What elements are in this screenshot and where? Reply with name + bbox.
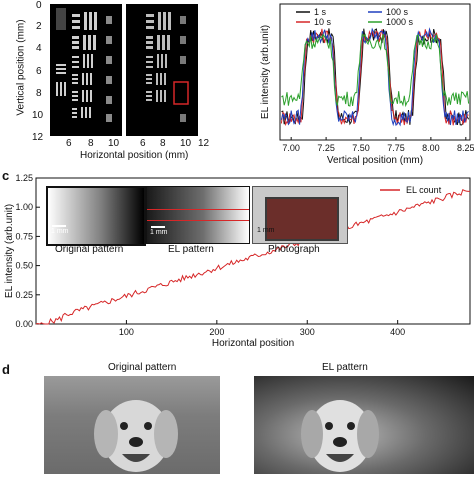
inset-scale-label: 1 mm bbox=[150, 229, 168, 236]
legend-label: EL count bbox=[406, 185, 442, 195]
panel-label-c: c bbox=[2, 168, 10, 183]
inset-photograph: 1 mm bbox=[252, 186, 348, 244]
scale-bar bbox=[52, 225, 66, 227]
inset-original-pattern: 1 mm bbox=[46, 186, 146, 246]
dog-drawing-original bbox=[94, 400, 178, 472]
series-line-10s bbox=[280, 28, 469, 127]
x-tick: 8 bbox=[88, 138, 94, 149]
x-tick-label: 200 bbox=[209, 327, 224, 337]
x-tick: 10 bbox=[180, 138, 192, 149]
el-red-line-1 bbox=[147, 209, 249, 210]
y-tick: 0 bbox=[36, 0, 42, 11]
inset-scale-label: 1 mm bbox=[51, 228, 69, 235]
selection-box bbox=[173, 81, 189, 105]
x-tick: 8 bbox=[160, 138, 166, 149]
plot-frame bbox=[279, 3, 471, 141]
resolution-target-left bbox=[56, 8, 112, 122]
y-tick-label: 0.25 bbox=[15, 290, 33, 300]
inset-el-pattern: 1 mm bbox=[146, 186, 250, 244]
x-tick-label: 7.25 bbox=[317, 143, 335, 153]
inset-original-label: Original pattern bbox=[55, 244, 124, 255]
x-axis-title: Horizontal position bbox=[212, 338, 294, 348]
x-axis-title: Vertical position (mm) bbox=[327, 155, 423, 166]
dog-drawing-el bbox=[301, 400, 379, 472]
y-tick-label: 1.25 bbox=[15, 173, 33, 183]
panel-d-el-title: EL pattern bbox=[322, 362, 368, 373]
scale-bar bbox=[151, 226, 165, 228]
el-image-left bbox=[50, 4, 122, 136]
inset-scale-label: 1 mm bbox=[257, 227, 275, 234]
top-left-yticks: 0 2 4 6 8 10 12 bbox=[32, 0, 50, 150]
y-tick: 2 bbox=[36, 21, 42, 32]
el-count-line bbox=[35, 188, 471, 325]
y-tick-label: 1.00 bbox=[15, 202, 33, 212]
x-tick-label: 8.00 bbox=[422, 143, 440, 153]
x-tick-label: 7.75 bbox=[387, 143, 405, 153]
panel-d-original-title: Original pattern bbox=[108, 362, 177, 373]
x-tick-label: 400 bbox=[390, 327, 405, 337]
x-tick: 6 bbox=[66, 138, 72, 149]
y-tick: 6 bbox=[36, 66, 42, 77]
y-tick-label: 0.00 bbox=[15, 319, 33, 329]
dog-el-image bbox=[254, 376, 474, 474]
y-tick-label: 0.75 bbox=[15, 231, 33, 241]
y-tick: 12 bbox=[32, 132, 44, 143]
inset-photo-label: Photograph bbox=[268, 244, 320, 255]
device-area bbox=[265, 197, 339, 241]
x-tick-label: 7.00 bbox=[282, 143, 300, 153]
legend-label: 10 s bbox=[314, 17, 332, 27]
dog-original-image bbox=[44, 376, 220, 474]
x-tick-label: 7.50 bbox=[352, 143, 370, 153]
y-tick: 4 bbox=[36, 43, 42, 54]
legend-label: 1000 s bbox=[386, 17, 414, 27]
plot-frame bbox=[35, 177, 471, 325]
inset-el-label: EL pattern bbox=[168, 244, 214, 255]
legend-label: 100 s bbox=[386, 7, 409, 17]
legend-label: 1 s bbox=[314, 7, 327, 17]
y-tick-label: 0.50 bbox=[15, 261, 33, 271]
el-red-line-2 bbox=[147, 220, 249, 221]
x-tick: 6 bbox=[140, 138, 146, 149]
x-tick-label: 100 bbox=[119, 327, 134, 337]
el-count-chart: 100 200 300 400 0.00 0.25 0.50 0.75 1.00 1.25 Hori… bbox=[4, 173, 471, 348]
x-tick: 12 bbox=[198, 138, 210, 149]
top-left-xlabel: Horizontal position (mm) bbox=[80, 150, 189, 161]
x-tick: 10 bbox=[108, 138, 120, 149]
panel-label-d: d bbox=[2, 362, 10, 377]
x-tick-label: 8.25 bbox=[457, 143, 474, 153]
y-tick: 10 bbox=[32, 110, 44, 121]
resolution-target-right bbox=[146, 12, 189, 122]
y-tick: 8 bbox=[36, 88, 42, 99]
el-image-right bbox=[126, 4, 198, 136]
top-left-xticks: 6 8 10 6 8 10 12 bbox=[50, 138, 209, 150]
series-line-1000s bbox=[281, 32, 470, 108]
top-left-ylabel: Vertical position (mm) bbox=[15, 19, 27, 116]
y-axis-title: EL intensity (arb.unit) bbox=[4, 204, 15, 298]
profile-chart: 7.00 7.25 7.50 7.75 8.00 8.25 Vertical positio… bbox=[260, 3, 474, 166]
y-axis-title: EL intensity (arb.unit) bbox=[260, 25, 271, 119]
x-tick-label: 300 bbox=[300, 327, 315, 337]
